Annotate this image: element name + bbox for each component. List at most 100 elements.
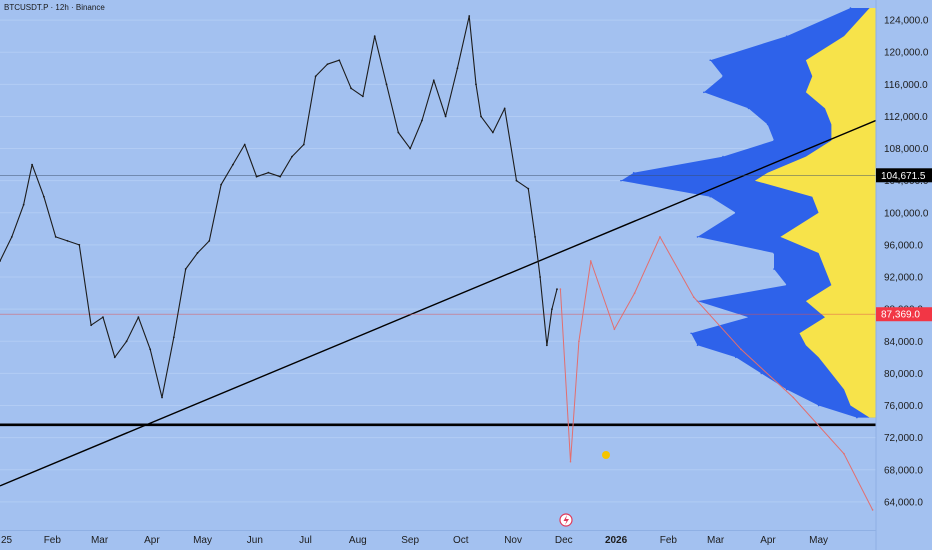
price-point bbox=[475, 83, 477, 86]
price-point bbox=[291, 155, 293, 158]
price-point bbox=[31, 163, 33, 166]
price-point bbox=[267, 171, 270, 174]
price-label-104671-bg bbox=[876, 168, 932, 183]
price-point bbox=[0, 260, 1, 262]
price-point bbox=[421, 119, 423, 122]
price-line bbox=[0, 15, 558, 399]
projection-point bbox=[692, 296, 695, 298]
projection-point bbox=[569, 460, 572, 463]
projection-point bbox=[578, 340, 580, 343]
y-tick-label: 80,000.0 bbox=[884, 369, 923, 380]
y-tick-label: 96,000.0 bbox=[884, 240, 923, 251]
volume-profile-bin bbox=[696, 236, 699, 238]
x-tick-label: May bbox=[809, 535, 828, 546]
volume-profile-bin bbox=[747, 316, 750, 318]
volume-profile-outer bbox=[621, 8, 876, 418]
price-point bbox=[22, 203, 25, 206]
volume-profile-bin bbox=[734, 212, 737, 214]
x-tick-label: Sep bbox=[401, 535, 419, 546]
price-point bbox=[314, 75, 317, 78]
price-point bbox=[515, 179, 518, 182]
price-point bbox=[302, 143, 305, 146]
price-point bbox=[503, 107, 506, 110]
price-point bbox=[397, 131, 400, 134]
projection-point bbox=[740, 348, 742, 351]
y-tick-label: 84,000.0 bbox=[884, 337, 923, 348]
price-point bbox=[102, 316, 104, 319]
price-point bbox=[456, 67, 459, 70]
event-marker-icon bbox=[559, 513, 573, 527]
price-point bbox=[432, 79, 435, 82]
x-tick-label: Jun bbox=[247, 535, 263, 546]
x-tick-label: Apr bbox=[144, 535, 160, 546]
price-point bbox=[480, 115, 482, 118]
projection-point bbox=[633, 292, 636, 294]
price-point bbox=[208, 240, 211, 242]
price-point bbox=[184, 268, 187, 270]
y-tick-label: 72,000.0 bbox=[884, 433, 923, 444]
price-point bbox=[468, 15, 471, 17]
projection-point bbox=[843, 452, 845, 455]
x-tick-label: Aug bbox=[349, 535, 367, 546]
price-label-104671: 104,671.5 bbox=[881, 171, 926, 182]
price-point bbox=[444, 115, 447, 118]
volume-profile-bin bbox=[722, 75, 724, 78]
volume-profile-bin bbox=[773, 139, 775, 142]
volume-profile-bin bbox=[709, 195, 712, 198]
chart-title: BTCUSDT.P · 12h · Binance bbox=[4, 3, 105, 12]
price-point bbox=[243, 143, 246, 146]
x-tick-label: Jul bbox=[299, 535, 312, 546]
volume-profile-bin bbox=[766, 123, 769, 126]
price-label-87369: 87,369.0 bbox=[881, 310, 920, 321]
price-point bbox=[350, 87, 352, 90]
price-point bbox=[534, 235, 536, 238]
volume-profile-bin bbox=[785, 35, 788, 37]
projection-point bbox=[871, 509, 874, 511]
price-point bbox=[361, 95, 364, 98]
x-tick-label: 2026 bbox=[605, 535, 628, 546]
price-label-87369-bg bbox=[876, 307, 932, 322]
price-point bbox=[556, 288, 558, 290]
x-tick-label: Nov bbox=[504, 535, 522, 546]
volume-profile-bin bbox=[773, 252, 775, 254]
volume-profile-bin bbox=[632, 171, 635, 174]
y-tick-label: 120,000.0 bbox=[884, 48, 929, 59]
price-point bbox=[125, 340, 128, 343]
y-tick-label: 76,000.0 bbox=[884, 401, 923, 412]
price-point bbox=[338, 59, 341, 62]
y-tick-label: 116,000.0 bbox=[884, 80, 928, 91]
price-point bbox=[491, 131, 494, 134]
x-tick-label: Mar bbox=[91, 535, 109, 546]
projection-point bbox=[659, 236, 661, 238]
price-point bbox=[149, 348, 152, 351]
price-axis bbox=[876, 0, 932, 550]
y-tick-label: 64,000.0 bbox=[884, 497, 923, 508]
price-point bbox=[385, 83, 388, 86]
volume-profile-inner bbox=[754, 8, 876, 418]
volume-profile-bin bbox=[696, 344, 699, 347]
volume-profile-bin bbox=[690, 332, 692, 335]
price-point bbox=[551, 308, 553, 311]
price-point bbox=[90, 324, 93, 327]
x-tick-label: Mar bbox=[707, 535, 725, 546]
volume-profile-bin bbox=[734, 356, 737, 359]
price-point bbox=[326, 63, 329, 66]
price-point bbox=[539, 276, 542, 278]
price-point bbox=[78, 244, 81, 246]
price-point bbox=[54, 235, 57, 238]
y-tick-label: 108,000.0 bbox=[884, 144, 929, 155]
volume-profile-bin bbox=[620, 179, 622, 182]
y-tick-label: 112,000.0 bbox=[884, 112, 928, 123]
projection-point bbox=[792, 396, 795, 399]
x-tick-label: Dec bbox=[555, 535, 573, 546]
x-tick-label: Feb bbox=[660, 535, 678, 546]
emoji-marker-icon bbox=[602, 451, 610, 459]
price-point bbox=[113, 356, 116, 359]
x-tick-label: Feb bbox=[44, 535, 62, 546]
volume-profile-bin bbox=[703, 91, 705, 94]
price-point bbox=[545, 344, 548, 347]
volume-profile-bin bbox=[709, 59, 712, 62]
price-point bbox=[220, 183, 223, 186]
